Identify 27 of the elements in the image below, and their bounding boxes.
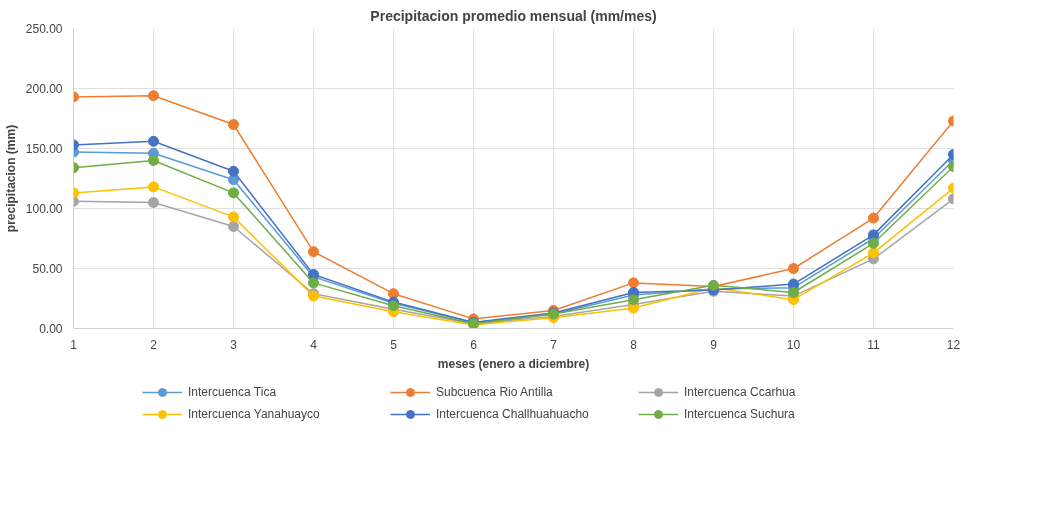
x-tick-label: 9 xyxy=(710,337,718,352)
legend-label: Intercuenca Tica xyxy=(188,385,278,399)
legend-label: Intercuenca Yanahuayco xyxy=(188,407,321,421)
x-tick-label: 1 xyxy=(70,337,78,352)
x-tick-label: 7 xyxy=(550,337,558,352)
y-tick-label: 50.00 xyxy=(32,262,63,276)
x-tick-label: 10 xyxy=(786,337,801,352)
y-axis-title: precipitacion (mm) xyxy=(3,124,18,233)
y-tick-label: 250.00 xyxy=(25,22,63,36)
y-tick-label: 200.00 xyxy=(25,82,63,96)
legend-label: Intercuenca Ccarhua xyxy=(684,385,797,399)
x-tick-label: 3 xyxy=(230,337,238,352)
y-tick-label: 150.00 xyxy=(25,142,63,156)
x-tick-label: 12 xyxy=(946,337,961,352)
chart-title: Precipitacion promedio mensual (mm/mes) xyxy=(370,7,657,24)
x-tick-label: 4 xyxy=(310,337,318,352)
x-tick-label: 11 xyxy=(867,337,881,352)
legend-label: Subcuenca Rio Antilla xyxy=(436,385,554,399)
legend-label: Intercuenca Suchura xyxy=(684,407,796,421)
y-tick-label: 100.00 xyxy=(25,202,63,216)
x-tick-label: 6 xyxy=(470,337,478,352)
x-tick-label: 8 xyxy=(630,337,638,352)
y-tick-label: 0.00 xyxy=(39,322,63,336)
legend-label: Intercuenca Challhuahuacho xyxy=(436,407,590,421)
x-axis-title: meses (enero a diciembre) xyxy=(437,356,590,371)
x-tick-label: 5 xyxy=(390,337,398,352)
x-tick-label: 2 xyxy=(150,337,158,352)
